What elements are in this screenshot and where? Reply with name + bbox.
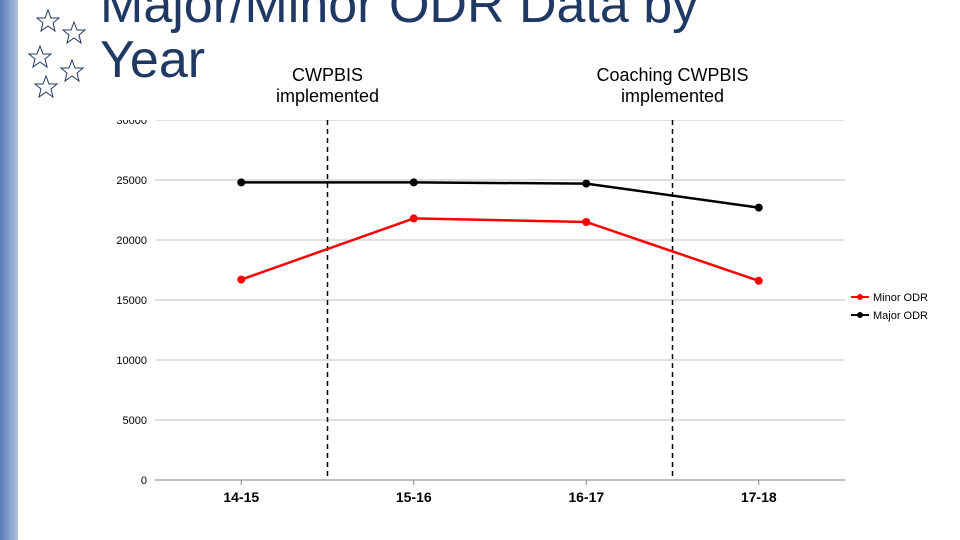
star-logo [28, 8, 98, 108]
svg-text:10000: 10000 [116, 355, 147, 367]
annotation-coaching: Coaching CWPBISimplemented [573, 65, 773, 106]
svg-text:17-18: 17-18 [741, 489, 777, 505]
svg-text:20000: 20000 [116, 235, 147, 247]
svg-text:16-17: 16-17 [568, 489, 604, 505]
svg-text:15-16: 15-16 [396, 489, 432, 505]
legend-label: Major ODR [873, 310, 928, 322]
svg-text:15000: 15000 [116, 295, 147, 307]
side-gradient [0, 0, 18, 540]
svg-text:0: 0 [141, 475, 147, 487]
legend-item: Minor ODR [851, 292, 928, 304]
legend-label: Minor ODR [873, 292, 928, 304]
svg-text:25000: 25000 [116, 175, 147, 187]
odr-chart: 0 5000 10000 15000 20000 25000 30000 14-15 15-16… [100, 120, 850, 510]
svg-text:14-15: 14-15 [223, 489, 259, 505]
svg-text:5000: 5000 [123, 415, 147, 427]
annotation-cwpbis: CWPBISimplemented [228, 65, 428, 106]
svg-text:30000: 30000 [116, 120, 147, 127]
legend-item: Major ODR [851, 310, 928, 322]
